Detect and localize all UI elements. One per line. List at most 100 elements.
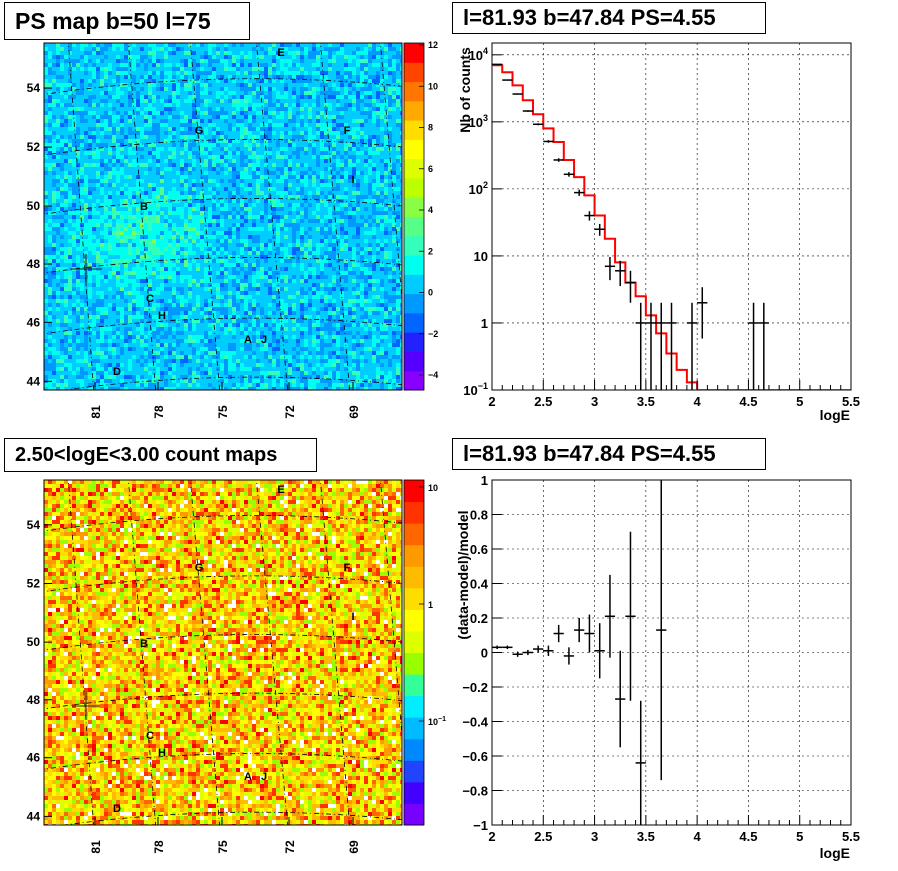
map-cell — [400, 43, 402, 47]
map-cell — [104, 83, 108, 87]
map-cell — [196, 55, 200, 59]
map-cell — [148, 171, 152, 175]
map-cell — [296, 103, 300, 107]
map-cell — [380, 255, 384, 259]
map-cell — [92, 91, 96, 95]
map-cell — [384, 255, 388, 259]
map-cell — [376, 231, 380, 235]
map-cell — [112, 163, 116, 167]
map-cell — [188, 167, 192, 171]
map-cell — [104, 115, 108, 119]
map-cell — [248, 235, 252, 239]
map-cell — [264, 191, 268, 195]
map-cell — [248, 115, 252, 119]
map-cell — [328, 127, 332, 131]
map-cell — [124, 207, 128, 211]
map-cell — [72, 135, 76, 139]
map-cell — [312, 107, 316, 111]
map-cell — [240, 71, 244, 75]
map-cell — [340, 91, 344, 95]
map-cell — [176, 91, 180, 95]
map-cell — [168, 143, 172, 147]
map-cell — [72, 159, 76, 163]
map-cell — [272, 215, 276, 219]
map-cell — [160, 255, 164, 259]
map-cell — [204, 219, 208, 223]
map-cell — [228, 99, 232, 103]
map-cell — [48, 203, 52, 207]
map-cell — [136, 115, 140, 119]
map-cell — [308, 163, 312, 167]
map-cell — [296, 207, 300, 211]
map-cell — [268, 51, 272, 55]
map-cell — [288, 175, 292, 179]
map-cell — [368, 259, 372, 263]
map-cell — [180, 183, 184, 187]
map-cell — [132, 219, 136, 223]
map-cell — [380, 155, 384, 159]
map-cell — [240, 67, 244, 71]
map-cell — [156, 259, 160, 263]
map-cell — [312, 187, 316, 191]
map-cell — [392, 231, 396, 235]
map-cell — [104, 263, 108, 267]
map-cell — [348, 75, 352, 79]
map-cell — [276, 99, 280, 103]
map-cell — [328, 131, 332, 135]
map-cell — [288, 191, 292, 195]
map-cell — [308, 167, 312, 171]
map-cell — [344, 75, 348, 79]
map-cell — [312, 239, 316, 243]
map-cell — [388, 235, 392, 239]
map-cell — [244, 115, 248, 119]
map-cell — [128, 231, 132, 235]
map-cell — [316, 163, 320, 167]
map-cell — [128, 223, 132, 227]
map-cell — [348, 95, 352, 99]
map-cell — [44, 211, 48, 215]
map-cell — [340, 47, 344, 51]
map-cell — [56, 47, 60, 51]
map-cell — [252, 131, 256, 135]
map-cell — [128, 59, 132, 63]
map-cell — [356, 179, 360, 183]
map-cell — [168, 167, 172, 171]
map-cell — [244, 171, 248, 175]
map-cell — [88, 75, 92, 79]
map-cell — [184, 71, 188, 75]
map-cell — [172, 195, 176, 199]
map-cell — [392, 227, 396, 231]
map-cell — [44, 251, 48, 255]
map-cell — [296, 195, 300, 199]
map-cell — [64, 127, 68, 131]
map-cell — [188, 163, 192, 167]
map-cell — [380, 139, 384, 143]
map-cell — [152, 219, 156, 223]
map-cell — [252, 119, 256, 123]
map-cell — [312, 151, 316, 155]
map-cell — [164, 191, 168, 195]
map-cell — [380, 227, 384, 231]
map-cell — [168, 135, 172, 139]
map-cell — [120, 59, 124, 63]
map-cell — [152, 127, 156, 131]
map-cell — [244, 75, 248, 79]
map-cell — [224, 255, 228, 259]
map-cell — [148, 63, 152, 67]
map-cell — [212, 191, 216, 195]
map-cell — [88, 71, 92, 75]
map-cell — [276, 167, 280, 171]
map-cell — [124, 179, 128, 183]
map-cell — [168, 163, 172, 167]
map-cell — [220, 191, 224, 195]
map-cell — [340, 239, 344, 243]
map-cell — [312, 251, 316, 255]
map-cell — [136, 227, 140, 231]
map-cell — [336, 139, 340, 143]
map-cell — [56, 67, 60, 71]
map-cell — [80, 95, 84, 99]
map-cell — [148, 143, 152, 147]
map-cell — [216, 131, 220, 135]
map-cell — [312, 59, 316, 63]
map-cell — [308, 235, 312, 239]
